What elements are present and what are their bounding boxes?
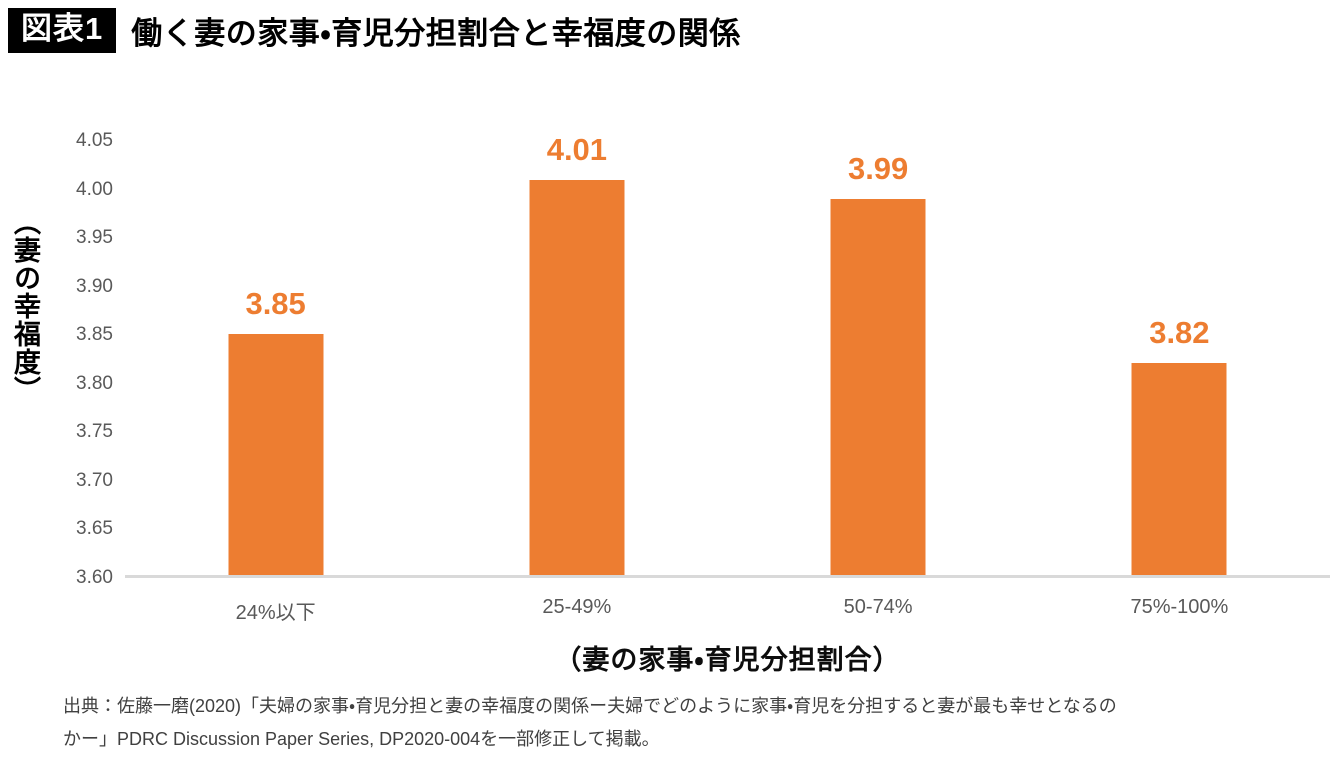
- bar-group: 3.85: [228, 286, 324, 575]
- y-tick-label: 4.05: [76, 130, 113, 151]
- bar: [830, 198, 926, 575]
- source-line: かー」PDRC Discussion Paper Series, DP2020-…: [63, 729, 660, 749]
- y-tick-label: 3.75: [76, 421, 113, 443]
- source-line: 出典：佐藤一磨(2020)「夫婦の家事・育児分担と妻の幸福度の関係ー夫婦でどのよ…: [63, 696, 1117, 716]
- y-tick-label: 3.65: [76, 518, 113, 540]
- x-category-label: 25-49%: [542, 596, 612, 618]
- y-tick-label: 3.70: [76, 469, 113, 491]
- x-axis-title: （妻の家事・育児分担割合）: [554, 645, 901, 675]
- x-category-label: 75%-100%: [1130, 596, 1229, 618]
- bar-value-label: 3.99: [847, 150, 909, 186]
- y-tick-label: 3.85: [76, 324, 113, 346]
- bar: [228, 333, 324, 575]
- x-axis-category-labels: 24%以下 25-49% 50-74% 75%-100%: [125, 596, 1330, 625]
- y-axis-title: （妻の幸福度）: [10, 208, 40, 404]
- y-tick-label: 3.60: [76, 567, 113, 588]
- x-category-label: 50-74%: [843, 596, 913, 618]
- bar-group: 3.99: [830, 151, 926, 575]
- y-tick-label: 3.80: [76, 372, 113, 394]
- bar: [529, 179, 625, 575]
- figure-number-badge: 図表1: [8, 8, 117, 54]
- x-category-label: 24%以下: [235, 602, 316, 624]
- bar-group: 4.01: [529, 132, 625, 575]
- plot-area: 3.85 4.01 3.99 3.82: [125, 132, 1330, 578]
- y-tick-label: 3.95: [76, 227, 113, 249]
- chart-title: 働く妻の家事・育児分担割合と幸福度の関係: [131, 16, 741, 52]
- figure-header: 図表1 働く妻の家事・育児分担割合と幸福度の関係: [8, 8, 741, 54]
- source-note: 出典：佐藤一磨(2020)「夫婦の家事・育児分担と妻の幸福度の関係ー夫婦でどのよ…: [63, 690, 1323, 756]
- bar-value-label: 4.01: [546, 131, 608, 167]
- y-tick-label: 3.90: [76, 275, 113, 297]
- y-tick-label: 4.00: [76, 178, 113, 200]
- bar-value-label: 3.82: [1149, 314, 1210, 350]
- bar: [1131, 362, 1227, 575]
- bar-group: 3.82: [1131, 315, 1227, 575]
- bar-value-label: 3.85: [245, 285, 306, 321]
- y-axis-tick-labels: 4.05 4.00 3.95 3.90 3.85 3.80 3.75 3.70 3.65 3.60: [0, 130, 113, 588]
